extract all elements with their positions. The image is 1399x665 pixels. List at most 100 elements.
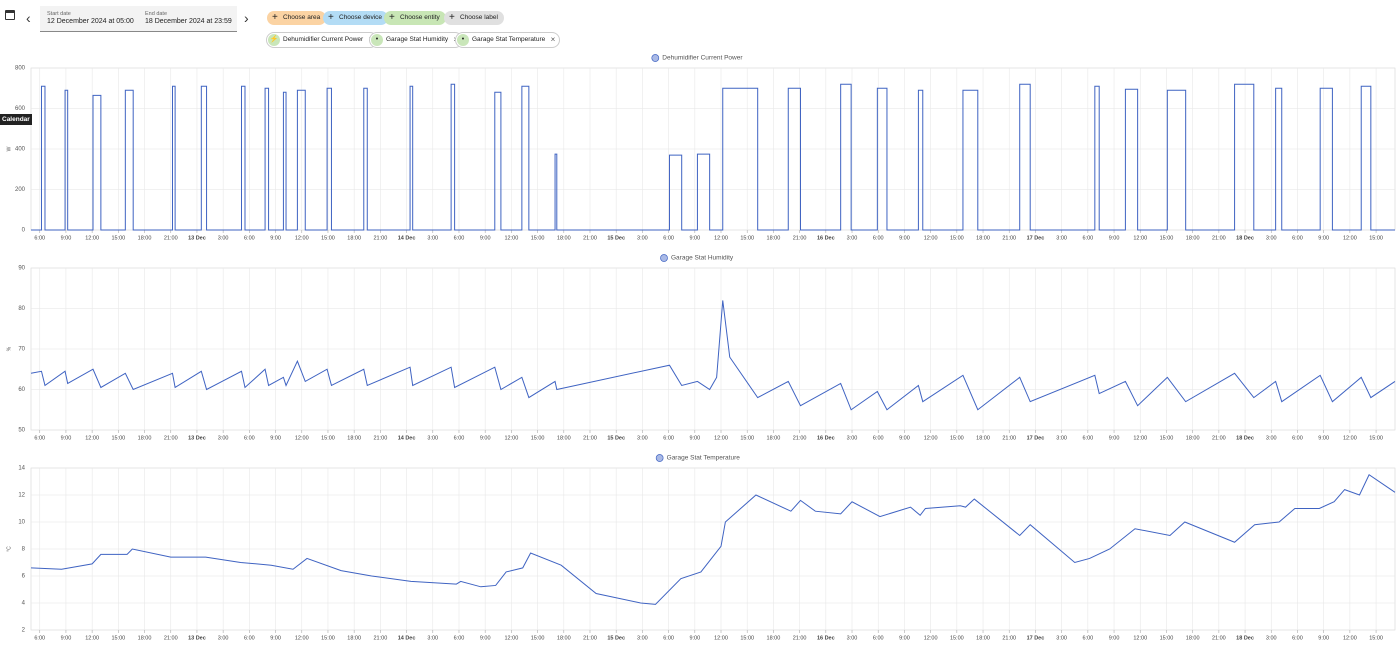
y-tick-label: 70 [18, 347, 25, 353]
selected-entity-chip[interactable]: •Garage Stat Humidity× [369, 32, 464, 48]
x-tick-label: 15:00 [111, 435, 125, 441]
entity-name: Dehumidifier Current Power [283, 36, 364, 43]
x-tick-label: 9:00 [1109, 635, 1120, 641]
x-tick-label: 12:00 [85, 235, 99, 241]
legend-label: Dehumidifier Current Power [662, 55, 743, 62]
legend-marker [660, 254, 668, 262]
x-tick-label: 6:00 [244, 635, 255, 641]
x-tick-label: 12:00 [1133, 235, 1147, 241]
calendar-icon[interactable] [5, 10, 15, 20]
x-tick-label: 6:00 [244, 435, 255, 441]
x-tick-label: 14 Dec [398, 235, 416, 241]
toolbar: ‹ Start date 12 December 2024 at 05:00 E… [0, 0, 1399, 52]
x-tick-label: 15 Dec [607, 435, 625, 441]
x-tick-label: 16 Dec [817, 435, 835, 441]
filter-chip[interactable]: Choose entity [384, 11, 446, 25]
x-tick-label: 3:00 [847, 435, 858, 441]
legend-label: Garage Stat Humidity [671, 255, 734, 262]
previous-button[interactable]: ‹ [26, 10, 31, 26]
x-tick-label: 13 Dec [188, 435, 206, 441]
selected-entity-chip[interactable]: • Garage Stat Temperature × [455, 32, 561, 48]
x-tick-label: 18:00 [138, 235, 152, 241]
x-tick-label: 6:00 [244, 235, 255, 241]
x-tick-label: 9:00 [61, 235, 72, 241]
x-tick-label: 6:00 [1082, 235, 1093, 241]
x-tick-label: 3:00 [637, 435, 648, 441]
x-tick-label: 18:00 [1186, 235, 1200, 241]
x-tick-label: 9:00 [61, 635, 72, 641]
x-tick-label: 9:00 [480, 235, 491, 241]
data-line [30, 300, 1396, 411]
x-tick-label: 17 Dec [1027, 435, 1045, 441]
filter-chip[interactable]: Choose label [444, 11, 504, 25]
y-tick-label: 4 [22, 601, 26, 607]
x-tick-label: 15:00 [111, 635, 125, 641]
x-tick-label: 9:00 [1318, 635, 1329, 641]
data-line [30, 474, 1396, 605]
x-tick-label: 18:00 [767, 235, 781, 241]
x-tick-label: 9:00 [1109, 435, 1120, 441]
entity-name: Garage Stat Temperature [472, 36, 546, 43]
x-tick-label: 3:00 [1266, 235, 1277, 241]
data-line [31, 83, 1395, 231]
x-tick-label: 6:00 [663, 235, 674, 241]
date-range-picker[interactable]: Start date 12 December 2024 at 05:00 End… [40, 6, 237, 32]
x-tick-label: 15 Dec [607, 235, 625, 241]
x-tick-label: 12:00 [714, 435, 728, 441]
x-tick-label: 15:00 [950, 435, 964, 441]
x-tick-label: 6:00 [454, 235, 465, 241]
x-tick-label: 18:00 [1186, 635, 1200, 641]
x-tick-label: 9:00 [899, 435, 910, 441]
x-tick-label: 9:00 [480, 435, 491, 441]
x-tick-label: 17 Dec [1027, 235, 1045, 241]
x-tick-label: 3:00 [637, 235, 648, 241]
filter-chip[interactable]: Choose area [267, 11, 327, 25]
x-tick-label: 12:00 [1343, 635, 1357, 641]
x-tick-label: 12:00 [924, 235, 938, 241]
start-value: 12 December 2024 at 05:00 [47, 18, 134, 25]
x-tick-label: 3:00 [847, 635, 858, 641]
x-tick-label: 21:00 [1212, 635, 1226, 641]
x-tick-label: 15:00 [950, 635, 964, 641]
y-tick-label: 12 [18, 493, 25, 499]
remove-button[interactable]: × [550, 35, 556, 44]
y-tick-label: 10 [18, 520, 25, 526]
x-tick-label: 6:00 [34, 235, 45, 241]
x-tick-label: 21:00 [583, 435, 597, 441]
x-tick-label: 15:00 [1369, 235, 1383, 241]
x-tick-label: 21:00 [1002, 435, 1016, 441]
x-tick-label: 9:00 [689, 235, 700, 241]
x-tick-label: 21:00 [1002, 635, 1016, 641]
filter-chip[interactable]: Choose device [323, 11, 388, 25]
y-tick-label: 8 [22, 547, 26, 553]
x-tick-label: 6:00 [663, 635, 674, 641]
x-tick-label: 13 Dec [188, 235, 206, 241]
x-tick-label: 15 Dec [607, 635, 625, 641]
x-tick-label: 9:00 [689, 635, 700, 641]
x-tick-label: 12:00 [714, 235, 728, 241]
next-button[interactable]: › [244, 10, 249, 26]
x-tick-label: 9:00 [899, 235, 910, 241]
x-tick-label: 3:00 [847, 235, 858, 241]
x-tick-label: 9:00 [270, 635, 281, 641]
entity-name: Garage Stat Humidity [386, 36, 449, 43]
x-tick-label: 9:00 [689, 435, 700, 441]
start-label: Start date [47, 11, 71, 17]
x-tick-label: 15:00 [531, 435, 545, 441]
x-tick-label: 21:00 [373, 235, 387, 241]
x-tick-label: 21:00 [1212, 435, 1226, 441]
x-tick-label: 9:00 [1318, 235, 1329, 241]
x-tick-label: 12:00 [85, 435, 99, 441]
x-tick-label: 12:00 [295, 435, 309, 441]
x-tick-label: 15:00 [1160, 435, 1174, 441]
y-tick-label: 80 [18, 306, 25, 312]
x-tick-label: 14 Dec [398, 635, 416, 641]
y-tick-label: 50 [18, 428, 25, 434]
x-tick-label: 3:00 [637, 635, 648, 641]
x-tick-label: 21:00 [1002, 235, 1016, 241]
x-tick-label: 9:00 [270, 435, 281, 441]
x-tick-label: 6:00 [1082, 635, 1093, 641]
x-tick-label: 3:00 [1056, 635, 1067, 641]
y-tick-label: 6 [22, 574, 26, 580]
x-tick-label: 12:00 [714, 635, 728, 641]
